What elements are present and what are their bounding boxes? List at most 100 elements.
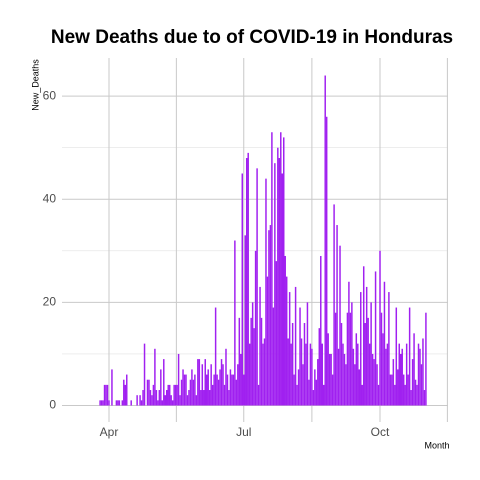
bar (425, 312, 427, 406)
bar (300, 338, 303, 406)
bar (166, 390, 168, 406)
bar (315, 379, 318, 406)
bar (171, 400, 174, 406)
bar (336, 225, 338, 406)
bar (189, 379, 192, 406)
bar (247, 152, 249, 406)
bar (195, 395, 198, 406)
bar (211, 384, 214, 406)
bar (278, 158, 281, 406)
bar (367, 317, 369, 406)
bar (115, 400, 118, 406)
bar (105, 384, 107, 406)
bar (140, 400, 143, 406)
bar (339, 245, 341, 406)
bar (186, 395, 189, 406)
bar (263, 338, 266, 406)
bar (342, 343, 344, 406)
bar (216, 374, 218, 406)
bar (180, 379, 183, 406)
bar (357, 343, 359, 406)
bar (160, 369, 162, 406)
bar (416, 384, 418, 406)
bar (158, 390, 161, 406)
bar (207, 369, 209, 406)
bar (201, 364, 204, 406)
bar (306, 302, 309, 406)
bar (177, 353, 180, 406)
bar (401, 348, 403, 406)
bar (354, 364, 356, 406)
bar (148, 379, 150, 406)
bar (371, 353, 374, 406)
bar (358, 369, 361, 406)
bar (256, 168, 258, 406)
bar (365, 286, 368, 406)
bar (146, 379, 149, 406)
bar (360, 292, 362, 406)
x-tick-label: Apr (100, 425, 119, 439)
bar (173, 384, 175, 406)
bar (151, 395, 153, 406)
bar (400, 353, 402, 406)
bar (241, 173, 244, 406)
bar (123, 379, 125, 406)
bar (370, 302, 372, 406)
bar (182, 369, 184, 406)
bar (383, 281, 386, 406)
bar (164, 395, 167, 406)
bar (210, 364, 212, 406)
bar (277, 147, 279, 406)
bar (345, 364, 347, 406)
bar (364, 323, 366, 406)
bar (208, 390, 211, 406)
bar (229, 369, 232, 406)
bar (294, 286, 297, 406)
bar (317, 359, 319, 406)
bar (168, 384, 171, 406)
bar (262, 343, 264, 406)
bar (348, 281, 350, 406)
bar (340, 323, 343, 406)
x-tick-label: Oct (371, 425, 390, 439)
bar (214, 307, 217, 406)
bar (268, 230, 270, 406)
bar (152, 384, 155, 406)
bar (183, 374, 186, 406)
bar (398, 343, 401, 406)
bar (226, 374, 229, 406)
bar (124, 384, 127, 406)
bar (213, 374, 215, 406)
bar (198, 359, 201, 406)
x-tick-label: Jul (236, 425, 251, 439)
bar (373, 359, 375, 406)
bar (413, 333, 415, 406)
bar (203, 390, 205, 406)
bar (185, 374, 187, 406)
y-tick-label: 60 (43, 88, 57, 102)
bar (234, 240, 236, 406)
bar (411, 359, 414, 406)
bar (232, 374, 235, 406)
bar (394, 384, 396, 406)
bar (283, 137, 285, 406)
bar (291, 323, 294, 406)
bar (228, 390, 230, 406)
bar (217, 379, 220, 406)
bar (308, 379, 310, 406)
y-tick-label: 20 (43, 295, 57, 309)
bar (200, 390, 202, 406)
bar (235, 379, 238, 406)
bar (395, 307, 398, 406)
bar (260, 317, 263, 406)
bar (312, 390, 315, 406)
y-axis-label: New_Deaths (30, 59, 40, 111)
bar (269, 225, 272, 406)
bar (192, 379, 195, 406)
bar (240, 353, 242, 406)
bar (143, 343, 146, 406)
bar (99, 400, 101, 406)
bar (414, 379, 417, 406)
